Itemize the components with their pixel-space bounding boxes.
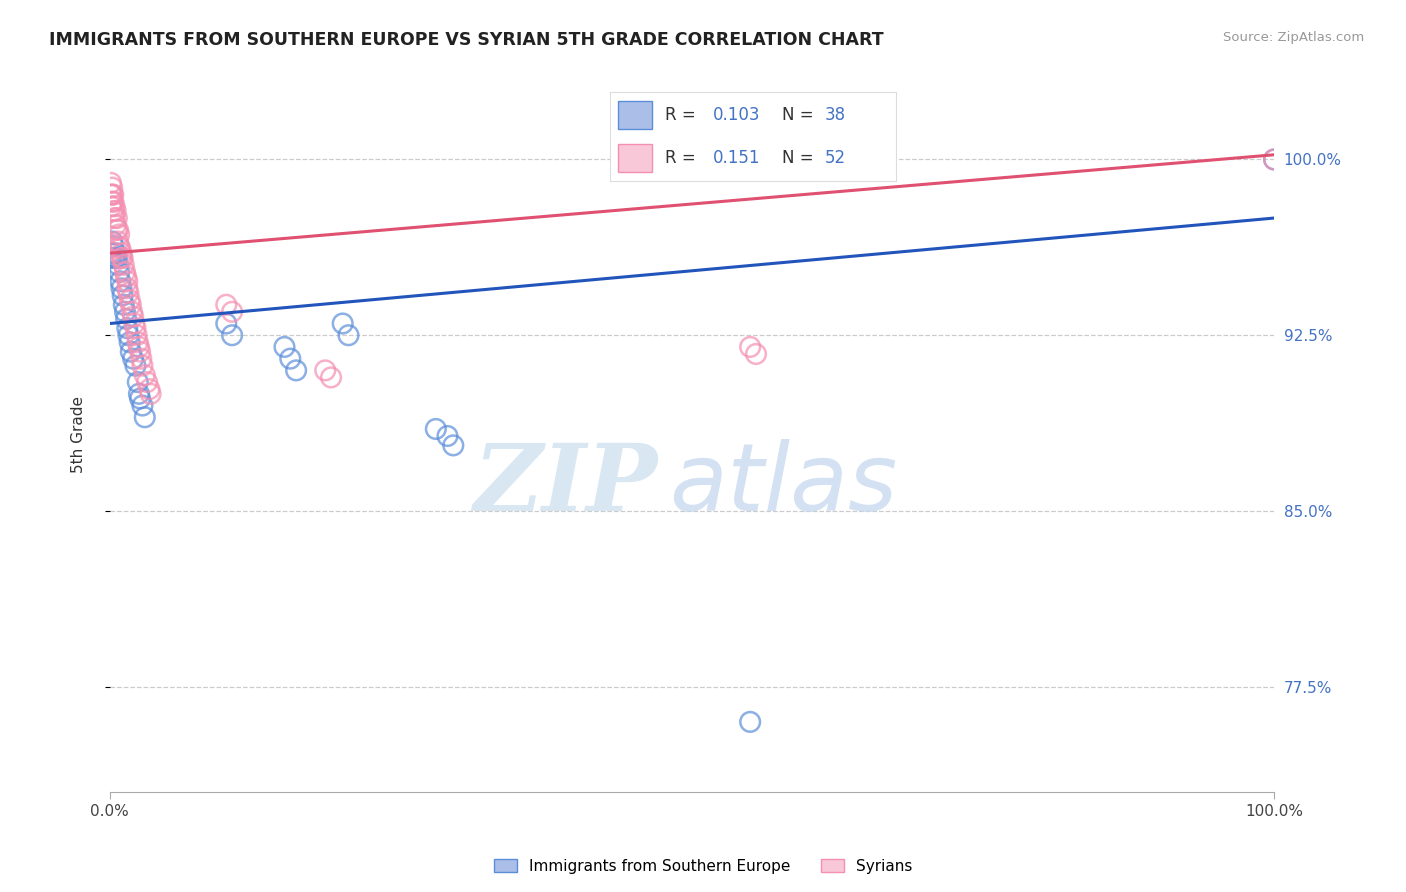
Point bbox=[122, 351, 145, 366]
Point bbox=[131, 359, 153, 373]
Point bbox=[314, 363, 336, 377]
Point bbox=[100, 246, 122, 260]
Point bbox=[122, 310, 145, 324]
Point bbox=[131, 399, 153, 413]
Point bbox=[110, 251, 132, 265]
Point bbox=[110, 246, 132, 260]
Point bbox=[128, 340, 150, 354]
Point bbox=[105, 211, 128, 225]
Point bbox=[127, 375, 149, 389]
Point bbox=[101, 235, 124, 249]
Point bbox=[285, 363, 308, 377]
Point bbox=[117, 281, 139, 295]
Point bbox=[436, 429, 458, 443]
Point bbox=[129, 351, 152, 366]
Point bbox=[215, 317, 238, 331]
Text: Source: ZipAtlas.com: Source: ZipAtlas.com bbox=[1223, 31, 1364, 45]
Point bbox=[740, 340, 762, 354]
Point bbox=[221, 305, 243, 319]
Point bbox=[103, 187, 125, 202]
Point bbox=[104, 218, 127, 232]
Point bbox=[120, 344, 142, 359]
Y-axis label: 5th Grade: 5th Grade bbox=[72, 396, 86, 474]
Point bbox=[107, 223, 129, 237]
Point bbox=[111, 288, 134, 302]
Point bbox=[425, 422, 447, 436]
Point bbox=[138, 382, 160, 396]
Point bbox=[337, 328, 360, 343]
Point bbox=[278, 351, 301, 366]
Point bbox=[100, 176, 122, 190]
Point bbox=[117, 328, 139, 343]
Point bbox=[1263, 153, 1285, 167]
Point bbox=[112, 298, 135, 312]
Point bbox=[118, 335, 141, 350]
Point bbox=[114, 265, 136, 279]
Point bbox=[745, 347, 768, 361]
Point bbox=[103, 251, 125, 265]
Legend: Immigrants from Southern Europe, Syrians: Immigrants from Southern Europe, Syrians bbox=[488, 853, 918, 880]
Point bbox=[115, 311, 138, 326]
Point bbox=[136, 375, 159, 389]
Point bbox=[103, 239, 125, 253]
Point bbox=[118, 293, 141, 307]
Point bbox=[1263, 153, 1285, 167]
Point bbox=[110, 281, 132, 295]
Point bbox=[127, 335, 149, 350]
Point bbox=[104, 246, 127, 260]
Point bbox=[101, 194, 124, 209]
Point bbox=[273, 340, 295, 354]
Point bbox=[124, 359, 146, 373]
Point bbox=[103, 204, 125, 219]
Text: IMMIGRANTS FROM SOUTHERN EUROPE VS SYRIAN 5TH GRADE CORRELATION CHART: IMMIGRANTS FROM SOUTHERN EUROPE VS SYRIA… bbox=[49, 31, 884, 49]
Point bbox=[107, 235, 129, 249]
Point bbox=[134, 410, 156, 425]
Point bbox=[117, 321, 139, 335]
Text: ZIP: ZIP bbox=[472, 440, 657, 530]
Point bbox=[114, 305, 136, 319]
Point bbox=[108, 227, 131, 242]
Point bbox=[120, 298, 142, 312]
Point bbox=[100, 187, 122, 202]
Point bbox=[105, 223, 128, 237]
Point bbox=[101, 187, 124, 202]
Point bbox=[100, 251, 122, 265]
Point bbox=[107, 258, 129, 272]
Point bbox=[103, 211, 125, 225]
Point bbox=[108, 239, 131, 253]
Point bbox=[105, 251, 128, 265]
Point bbox=[115, 269, 138, 284]
Point bbox=[129, 344, 152, 359]
Point bbox=[117, 274, 139, 288]
Point bbox=[125, 328, 148, 343]
Point bbox=[124, 321, 146, 335]
Point bbox=[134, 368, 156, 382]
Point bbox=[104, 204, 127, 219]
Point bbox=[110, 242, 132, 256]
Point bbox=[319, 370, 342, 384]
Point bbox=[129, 392, 152, 406]
Point bbox=[110, 274, 132, 288]
Point bbox=[124, 317, 146, 331]
Point bbox=[100, 199, 122, 213]
Point bbox=[332, 317, 354, 331]
Point bbox=[111, 251, 134, 265]
Point bbox=[139, 386, 162, 401]
Point bbox=[221, 328, 243, 343]
Point bbox=[108, 265, 131, 279]
Point bbox=[112, 258, 135, 272]
Point bbox=[117, 286, 139, 301]
Point bbox=[441, 438, 464, 452]
Point bbox=[101, 180, 124, 194]
Text: atlas: atlas bbox=[669, 440, 897, 531]
Point bbox=[215, 298, 238, 312]
Point bbox=[740, 714, 762, 729]
Point bbox=[103, 194, 125, 209]
Point bbox=[128, 386, 150, 401]
Point bbox=[121, 305, 143, 319]
Point bbox=[103, 199, 125, 213]
